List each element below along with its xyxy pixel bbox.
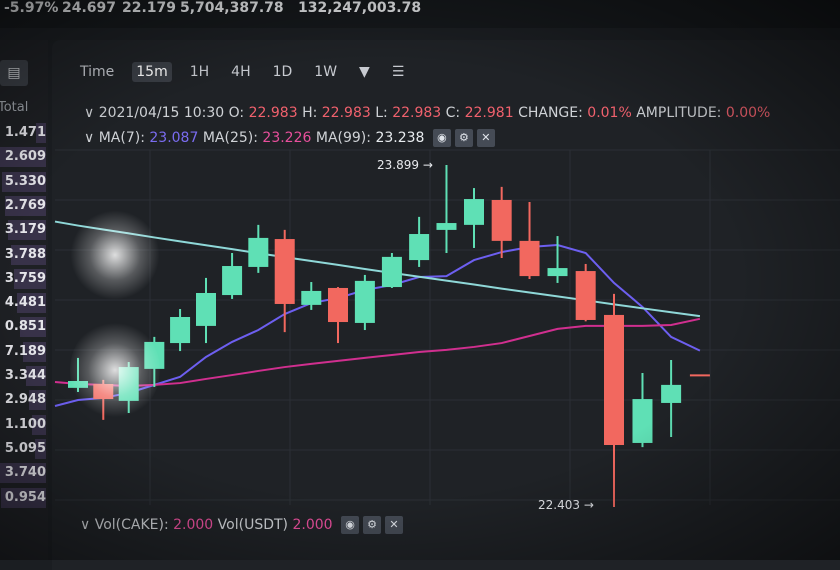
candle-down [689,374,710,377]
candle-up [68,381,88,388]
eye-icon[interactable]: ◉ [341,516,360,534]
candle-up [409,234,430,261]
candle-up [381,256,402,288]
gear-icon[interactable]: ⚙ [363,516,382,534]
candle-down [93,383,114,400]
candle-up [354,280,375,323]
candle-down [328,287,348,323]
candle-up [661,384,682,403]
min-price-annotation: 22.403 → [538,498,594,512]
close-icon[interactable]: ✕ [385,516,404,534]
candle-down [274,239,295,304]
candle-up [196,292,216,326]
candle-up [118,367,139,401]
candle-up [436,223,457,230]
candle-down [604,314,624,446]
vol-quote-value: 2.000 [292,517,333,533]
candle-up [632,399,653,443]
candle-up [222,266,243,296]
max-price-annotation: 23.899 → [377,158,433,172]
candle-down [519,240,540,277]
ma99-line [54,220,701,318]
candle-up [170,316,191,344]
volume-legend: ∨ Vol(CAKE): 2.000 Vol(USDT) 2.000 ◉ ⚙ ✕ [80,516,404,534]
candle-up [464,199,484,225]
candle-up [301,290,322,305]
vol-quote-label: Vol(USDT) [217,517,289,533]
candle-down [491,199,512,241]
vol-base-label: Vol(CAKE): [94,517,169,533]
chevron-down-icon[interactable]: ∨ [80,517,91,533]
candle-up [248,237,269,267]
candle-up [144,341,165,369]
candle-up [547,268,568,277]
vol-base-value: 2.000 [173,517,214,533]
candle-down [575,271,596,320]
